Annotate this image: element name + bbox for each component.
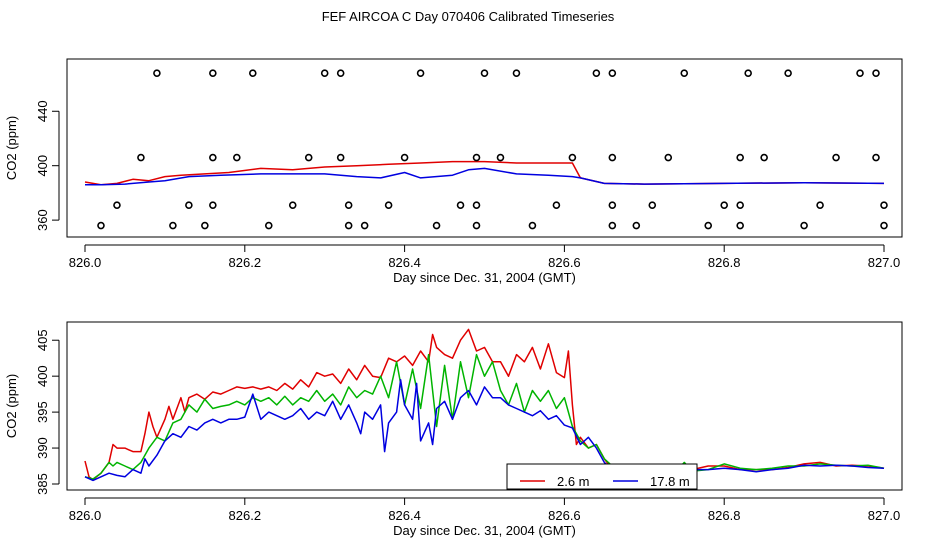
series-line-17-8-m <box>84 379 885 482</box>
series-line-2-6-m <box>84 160 885 186</box>
calibration-point <box>832 153 840 162</box>
calibration-point <box>344 221 353 230</box>
y-tick-label: 395 <box>35 401 50 423</box>
calibration-point <box>784 69 792 77</box>
calibration-point <box>185 201 193 209</box>
calibration-point <box>736 201 744 209</box>
calibration-point <box>608 221 617 230</box>
calibration-point <box>872 69 880 77</box>
figure-title: FEF AIRCOA C Day 070406 Calibrated Times… <box>321 9 615 24</box>
y-tick-label: 360 <box>35 209 50 231</box>
calibration-point <box>704 221 713 230</box>
calibration-point <box>736 153 744 162</box>
calibration-point <box>384 201 393 209</box>
series-line-17-8-m <box>85 167 885 186</box>
y-tick-label: 440 <box>35 100 50 122</box>
calibration-point <box>608 69 617 77</box>
x-tick-label: 826.4 <box>388 508 421 523</box>
calibration-point <box>336 69 345 77</box>
calibration-point <box>608 201 617 209</box>
x-tick-label: 826.8 <box>708 508 741 523</box>
y-tick-label: 400 <box>35 155 50 177</box>
calibration-point <box>760 153 768 162</box>
series-line-green <box>84 353 885 480</box>
calibration-point <box>856 69 864 77</box>
calibration-point <box>632 221 641 230</box>
calibration-point <box>209 201 217 209</box>
calibration-point <box>816 201 824 209</box>
calibration-point <box>456 201 465 209</box>
calibration-point <box>233 153 241 162</box>
calibration-point <box>552 201 561 209</box>
calibration-point <box>872 153 880 162</box>
series-line-2-6-m <box>84 328 885 481</box>
calibration-point <box>113 201 121 209</box>
calibration-point <box>288 201 297 209</box>
calibration-point <box>169 221 177 230</box>
y-tick-label: 400 <box>35 365 50 387</box>
x-tick-label: 826.2 <box>229 508 262 523</box>
x-axis-title: Day since Dec. 31, 2004 (GMT) <box>393 270 576 285</box>
calibration-point <box>432 221 441 230</box>
legend-box <box>506 463 698 490</box>
calibration-point <box>201 221 209 230</box>
x-tick-label: 826.6 <box>548 255 581 270</box>
y-tick-label: 385 <box>35 473 50 495</box>
legend-label: 2.6 m <box>557 474 590 489</box>
calibration-point <box>648 201 657 209</box>
calibration-point <box>472 153 481 162</box>
calibration-point <box>680 69 689 77</box>
calibration-point <box>400 153 409 162</box>
x-tick-label: 826.0 <box>69 508 102 523</box>
plot-frame-2 <box>66 321 903 491</box>
calibration-point <box>336 153 345 162</box>
calibration-point <box>592 69 601 77</box>
calibration-point <box>472 221 481 230</box>
calibration-point <box>736 221 744 230</box>
x-tick-label: 826.0 <box>69 255 102 270</box>
x-tick-label: 826.4 <box>388 255 421 270</box>
calibration-point <box>720 201 729 209</box>
calibration-point <box>209 69 217 77</box>
calibration-point <box>248 69 257 77</box>
calibration-point <box>880 221 888 230</box>
calibration-point <box>744 69 752 77</box>
x-tick-label: 827.0 <box>868 508 901 523</box>
y-axis-title: CO2 (ppm) <box>4 116 19 180</box>
calibration-point <box>97 221 105 230</box>
plot-frame-1 <box>66 58 903 238</box>
calibration-point <box>800 221 808 230</box>
calibration-point <box>416 69 425 77</box>
calibration-point <box>209 153 217 162</box>
calibration-point <box>304 153 313 162</box>
calibration-point <box>480 69 489 77</box>
calibration-point <box>880 201 888 209</box>
calibration-point <box>472 201 481 209</box>
calibration-point <box>608 153 617 162</box>
x-axis-title: Day since Dec. 31, 2004 (GMT) <box>393 523 576 538</box>
calibration-point <box>320 69 329 77</box>
legend-label: 17.8 m <box>650 474 690 489</box>
calibration-point <box>137 153 145 162</box>
calibration-point <box>512 69 521 77</box>
calibration-point <box>153 69 161 77</box>
x-tick-label: 827.0 <box>868 255 901 270</box>
calibration-point <box>568 153 577 162</box>
y-axis-title: CO2 (ppm) <box>4 374 19 438</box>
x-tick-label: 826.8 <box>708 255 741 270</box>
calibration-point <box>528 221 537 230</box>
calibration-point <box>360 221 369 230</box>
y-tick-label: 405 <box>35 329 50 351</box>
x-tick-label: 826.2 <box>229 255 262 270</box>
x-tick-label: 826.6 <box>548 508 581 523</box>
calibration-point <box>344 201 353 209</box>
calibration-point <box>664 153 673 162</box>
calibration-point <box>264 221 273 230</box>
y-tick-label: 390 <box>35 437 50 459</box>
calibration-point <box>496 153 505 162</box>
